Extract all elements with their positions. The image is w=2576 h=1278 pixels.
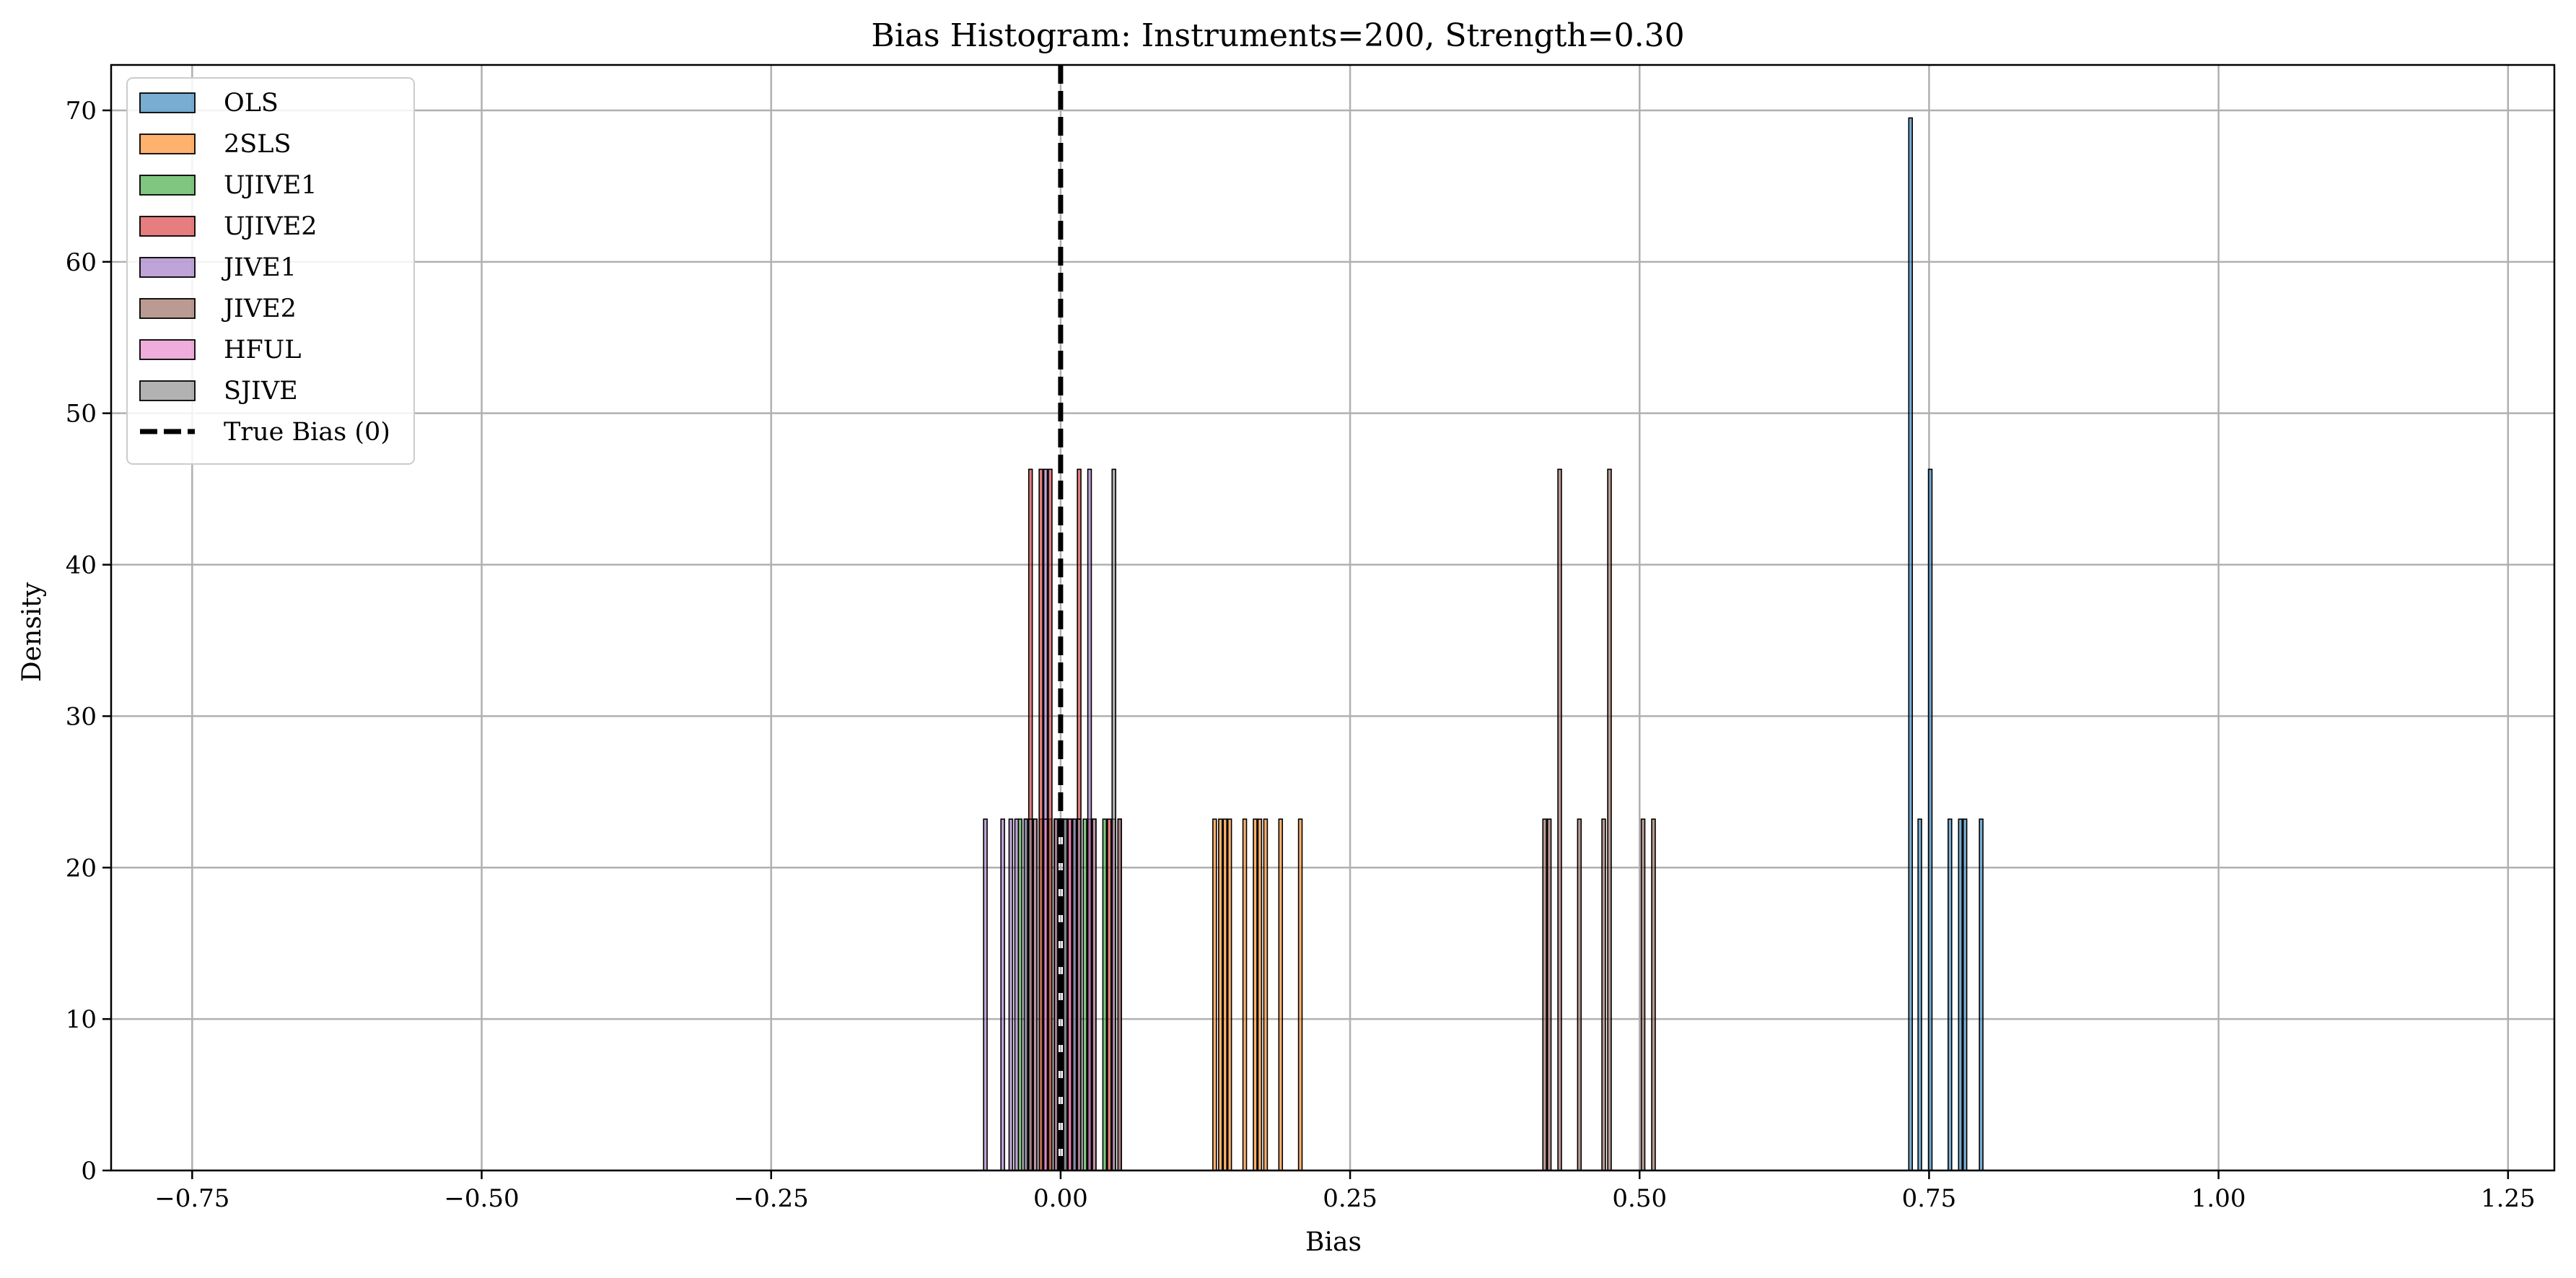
- chart-title: Bias Histogram: Instruments=200, Strengt…: [871, 17, 1684, 54]
- legend-label-sjive: SJIVE: [224, 377, 298, 406]
- legend-swatch-2sls: [139, 134, 196, 154]
- x-tick-label: −0.25: [734, 1184, 809, 1213]
- legend-swatch-ols: [139, 92, 196, 113]
- legend-label-true-bias: True Bias (0): [224, 418, 390, 447]
- legend-swatch-hful: [139, 339, 196, 360]
- legend-swatch-sjive: [139, 380, 196, 401]
- y-tick-label: 40: [66, 551, 97, 580]
- bar-hful: [1067, 818, 1072, 1171]
- x-tick-label: 0.00: [1033, 1184, 1088, 1213]
- bar-hful: [1033, 818, 1038, 1171]
- bar-2sls: [1218, 818, 1223, 1171]
- bar-sjive: [1028, 818, 1033, 1171]
- bar-ols: [1979, 818, 1984, 1171]
- bar-jive2: [1546, 818, 1552, 1171]
- x-tick-label: 0.50: [1612, 1184, 1667, 1213]
- bar-2sls: [1263, 818, 1269, 1171]
- bar-ols: [1917, 818, 1922, 1171]
- bar-jive2: [1601, 818, 1606, 1171]
- x-tick-label: 1.25: [2481, 1184, 2536, 1213]
- bar-ujive2: [1038, 468, 1043, 1171]
- bar-2sls: [1227, 818, 1232, 1171]
- bar-2sls: [1278, 818, 1284, 1171]
- y-tick-label: 20: [66, 854, 97, 883]
- legend-label-hful: HFUL: [224, 336, 302, 364]
- legend-label-ols: OLS: [224, 89, 279, 118]
- y-tick-label: 0: [81, 1157, 97, 1186]
- bar-2sls: [1222, 818, 1228, 1171]
- y-tick-label: 30: [66, 702, 97, 731]
- bar-jive1: [1023, 818, 1028, 1171]
- legend: OLS 2SLS UJIVE1 UJIVE2 JIVE1 JIVE2 HFUL SJIVE Tr…: [126, 77, 415, 465]
- bar-hful: [1092, 818, 1097, 1171]
- bar-jive2: [1640, 818, 1646, 1171]
- x-axis-title: Bias: [1305, 1227, 1362, 1257]
- legend-swatch-ujive1: [139, 175, 196, 196]
- histogram-bars: [983, 117, 1984, 1171]
- bar-2sls: [1242, 818, 1248, 1171]
- y-axis-title: Density: [17, 582, 47, 682]
- x-tick-label: −0.75: [154, 1184, 229, 1213]
- bar-ols: [1962, 818, 1968, 1171]
- x-tick-label: 0.25: [1323, 1184, 1377, 1213]
- bar-sjive: [1053, 818, 1059, 1171]
- bar-sjive: [1063, 818, 1068, 1171]
- bar-jive1: [1000, 818, 1005, 1171]
- legend-swatch-ujive2: [139, 216, 196, 237]
- bar-hful: [1043, 818, 1048, 1171]
- legend-box: [126, 77, 415, 465]
- bar-2sls: [1253, 818, 1258, 1171]
- grid: [111, 65, 2554, 1172]
- bar-jive2: [1557, 468, 1562, 1171]
- y-tick-label: 70: [66, 97, 97, 126]
- bar-jive2: [1607, 468, 1612, 1171]
- x-tick-label: 0.75: [1902, 1184, 1957, 1213]
- bar-2sls: [1257, 818, 1263, 1171]
- bar-2sls: [1212, 818, 1217, 1171]
- y-tick-label: 60: [66, 248, 97, 277]
- y-tick-label: 10: [66, 1005, 97, 1034]
- bar-jive2: [1651, 818, 1656, 1171]
- bar-jive1: [1072, 818, 1077, 1171]
- y-tick-label: 50: [66, 400, 97, 429]
- bar-sjive: [1111, 468, 1116, 1171]
- x-tick-label: −0.50: [444, 1184, 519, 1213]
- bar-jive1: [1087, 468, 1092, 1171]
- bar-ujive2: [1107, 818, 1112, 1171]
- axes: −0.75 −0.50 −0.25 0.00 0.25 0.50 0.75 1.00 1.25 0…: [66, 97, 2536, 1213]
- bar-sjive: [1077, 818, 1082, 1171]
- bar-ujive1: [1102, 818, 1108, 1171]
- x-tick-label: 1.00: [2191, 1184, 2246, 1213]
- bar-ols: [1908, 117, 1914, 1171]
- bar-ujive2: [1048, 468, 1053, 1171]
- bar-2sls: [1297, 818, 1303, 1171]
- bar-jive2: [1542, 818, 1547, 1171]
- legend-swatch-jive2: [139, 298, 196, 319]
- bar-jive1: [1014, 818, 1020, 1171]
- bar-jive1: [983, 818, 988, 1171]
- bar-ujive1: [1082, 818, 1087, 1171]
- bar-jive2: [1577, 818, 1582, 1171]
- bar-ols: [1927, 468, 1933, 1171]
- legend-label-ujive1: UJIVE1: [224, 171, 317, 200]
- legend-label-jive1: JIVE1: [222, 253, 297, 282]
- bar-ols: [1958, 818, 1963, 1171]
- legend-label-ujive2: UJIVE2: [224, 212, 317, 241]
- bar-jive1: [1008, 818, 1014, 1171]
- legend-label-2sls: 2SLS: [224, 130, 291, 159]
- bar-sjive: [1117, 818, 1122, 1171]
- legend-label-jive2: JIVE2: [222, 294, 297, 323]
- legend-swatch-jive1: [139, 257, 196, 278]
- bar-ols: [1948, 818, 1953, 1171]
- plot-area: [110, 64, 2556, 1172]
